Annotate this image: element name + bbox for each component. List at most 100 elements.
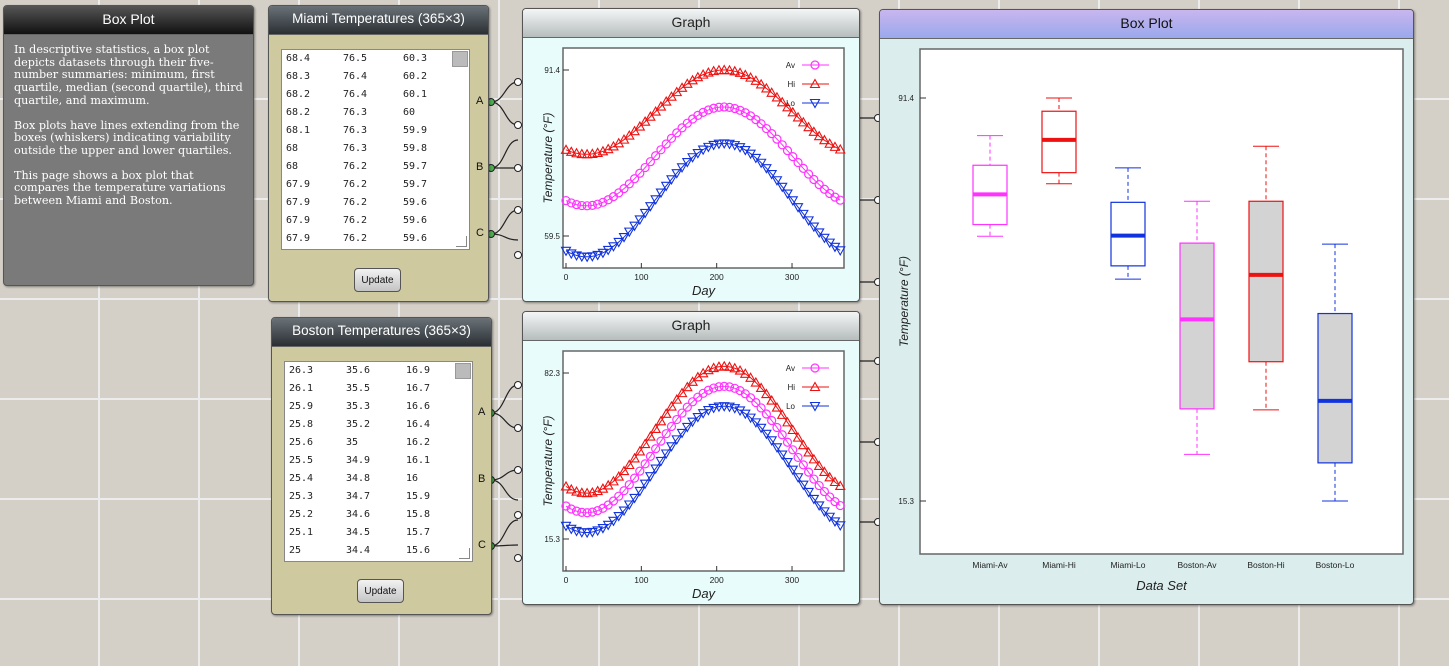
data-point (566, 504, 576, 514)
graph-panel-miami: Graph 91.4 59.5 0 100 200 300 Day Temperature (… (522, 8, 860, 302)
table-cell: 67.9 (286, 215, 311, 226)
data-point (745, 413, 757, 424)
data-point (750, 418, 762, 428)
data-point (581, 252, 593, 263)
data-point (623, 227, 635, 238)
data-point (777, 140, 787, 150)
y-tick-label: 15.3 (898, 497, 914, 506)
data-point (819, 486, 830, 497)
table-cell: 60.1 (403, 89, 428, 100)
data-point (645, 157, 655, 167)
data-point (602, 143, 614, 154)
x-tick-label: 300 (785, 575, 799, 585)
table-cell: 76.2 (343, 197, 368, 208)
table-cell: 35 (346, 437, 359, 448)
input-port[interactable]: C (476, 227, 484, 239)
data-point (814, 179, 824, 190)
miami-update-button[interactable]: Update (354, 268, 401, 292)
data-point (565, 483, 577, 494)
data-point (771, 401, 783, 412)
data-point (767, 415, 777, 426)
data-point (676, 163, 688, 173)
data-point (724, 64, 735, 75)
series-line (565, 365, 841, 494)
resize-handle[interactable] (459, 548, 470, 559)
table-cell: 68.4 (286, 53, 311, 64)
input-port[interactable]: C (478, 539, 486, 551)
data-point (734, 406, 746, 417)
table-row: 67.9 76.2 59.6 (282, 230, 469, 248)
data-point (660, 449, 672, 460)
data-point (803, 121, 815, 132)
box-miami-lo (1110, 167, 1146, 280)
data-point (597, 248, 609, 259)
plot-area (919, 48, 1404, 555)
data-point (645, 451, 655, 461)
data-point (776, 450, 788, 461)
data-point (608, 496, 619, 506)
data-point (576, 487, 588, 497)
data-point (681, 381, 693, 392)
legend-label: Av (786, 61, 795, 70)
box-iqr (1179, 242, 1215, 410)
table-cell: 26.1 (289, 383, 314, 394)
port-connector (514, 466, 522, 474)
data-point (671, 435, 683, 445)
boston-data-textarea[interactable]: 26.3 35.6 16.9 26.1 35.5 16.7 25.9 35.3 16.6 25.8… (284, 361, 473, 562)
data-point (677, 123, 687, 133)
data-point (650, 195, 662, 205)
data-point (650, 464, 662, 475)
x-axis-label: Day (692, 586, 717, 601)
table-cell: 59.9 (403, 125, 428, 136)
data-point (818, 233, 830, 244)
data-point (655, 188, 667, 199)
data-point (697, 145, 709, 156)
category-label: Miami-Lo (1111, 560, 1146, 570)
data-point (613, 470, 625, 481)
data-point (629, 125, 641, 136)
miami-line-chart: 91.4 59.5 0 100 200 300 Day Temperature (°F) Av H… (541, 47, 846, 298)
data-point (561, 501, 571, 511)
table-cell: 68 (286, 143, 299, 154)
data-point (702, 142, 714, 153)
input-port[interactable]: B (478, 473, 486, 485)
input-port[interactable]: B (476, 161, 484, 173)
data-point (734, 364, 746, 375)
data-point (629, 452, 641, 463)
data-point (824, 138, 836, 148)
data-point (565, 146, 577, 156)
miami-data-textarea[interactable]: 68.4 76.5 60.3 68.3 76.4 60.2 68.2 76.4 60.1 68.2… (281, 49, 470, 250)
data-point (651, 444, 661, 454)
data-point (697, 409, 709, 419)
data-point (760, 164, 772, 174)
resize-handle[interactable] (456, 236, 467, 247)
data-point (750, 376, 762, 387)
table-cell: 25.1 (289, 527, 314, 538)
data-point (560, 144, 572, 154)
input-port[interactable]: A (478, 406, 486, 418)
data-point (587, 200, 597, 210)
data-point (808, 494, 820, 505)
input-port[interactable]: A (476, 95, 484, 107)
box-iqr (1248, 200, 1284, 363)
boston-update-button[interactable]: Update (357, 579, 404, 603)
port-connector (514, 121, 522, 129)
scrollbar-thumb[interactable] (452, 51, 468, 67)
data-point (797, 480, 809, 491)
scrollbar-thumb[interactable] (455, 363, 471, 379)
data-point (639, 208, 651, 219)
data-point (644, 202, 656, 212)
table-cell: 35.2 (346, 419, 371, 430)
table-row: 25.9 35.3 16.6 (285, 398, 472, 416)
data-point (698, 388, 708, 398)
data-point (708, 403, 720, 414)
data-point (619, 184, 629, 194)
data-point (709, 383, 719, 393)
data-point (687, 376, 699, 386)
data-point (687, 153, 699, 163)
table-row: 26.1 35.5 16.7 (285, 380, 472, 398)
table-cell: 76.3 (343, 143, 368, 154)
series-lo (560, 139, 846, 263)
x-tick-label: 0 (564, 575, 569, 585)
table-cell: 34.8 (346, 473, 371, 484)
